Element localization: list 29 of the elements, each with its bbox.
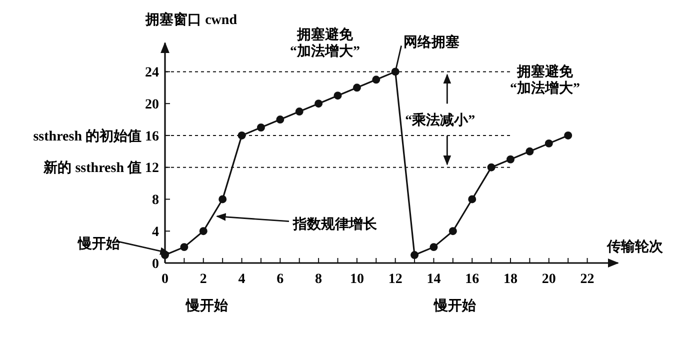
annotation: 网络拥塞 — [403, 34, 460, 51]
x-tick-label: 0 — [162, 272, 168, 287]
x-tick-label: 16 — [465, 272, 480, 287]
y-axis-title: 拥塞窗口 cwnd — [144, 11, 238, 28]
x-tick-label: 10 — [350, 272, 364, 287]
text: 慢开始 — [185, 298, 229, 314]
y-tick-label: ssthresh 的初始值 16 — [33, 127, 159, 144]
x-tick-label: 2 — [200, 272, 207, 287]
x-tick-label: 22 — [580, 272, 594, 287]
annotation: 慢开始 — [77, 236, 121, 252]
y-tick-label: 0 — [152, 256, 159, 272]
y-tick-label: 8 — [152, 193, 159, 208]
annotation: 指数规律增长 — [292, 216, 378, 232]
x-tick-label: 20 — [542, 272, 556, 287]
x-tick-label: 18 — [504, 272, 518, 287]
x-tick-label: 12 — [388, 272, 402, 287]
y-tick-label: 24 — [145, 66, 159, 81]
x-tick-label: 8 — [315, 272, 322, 287]
text: 慢开始 — [433, 298, 477, 314]
x-tick-label: 6 — [276, 272, 284, 287]
y-tick-label: 20 — [145, 97, 159, 112]
y-tick-label: 4 — [152, 225, 159, 240]
y-tick-label: 新的 ssthresh 值 12 — [42, 159, 159, 176]
x-tick-label: 4 — [238, 272, 246, 287]
annotation: “乘法减小” — [405, 112, 476, 129]
x-tick-label: 14 — [426, 272, 441, 287]
x-axis-title: 传输轮次 — [606, 239, 664, 255]
annotation: 拥塞避免 “加法增大” — [510, 62, 580, 97]
annotation: 拥塞避免 “加法增大” — [290, 26, 360, 60]
